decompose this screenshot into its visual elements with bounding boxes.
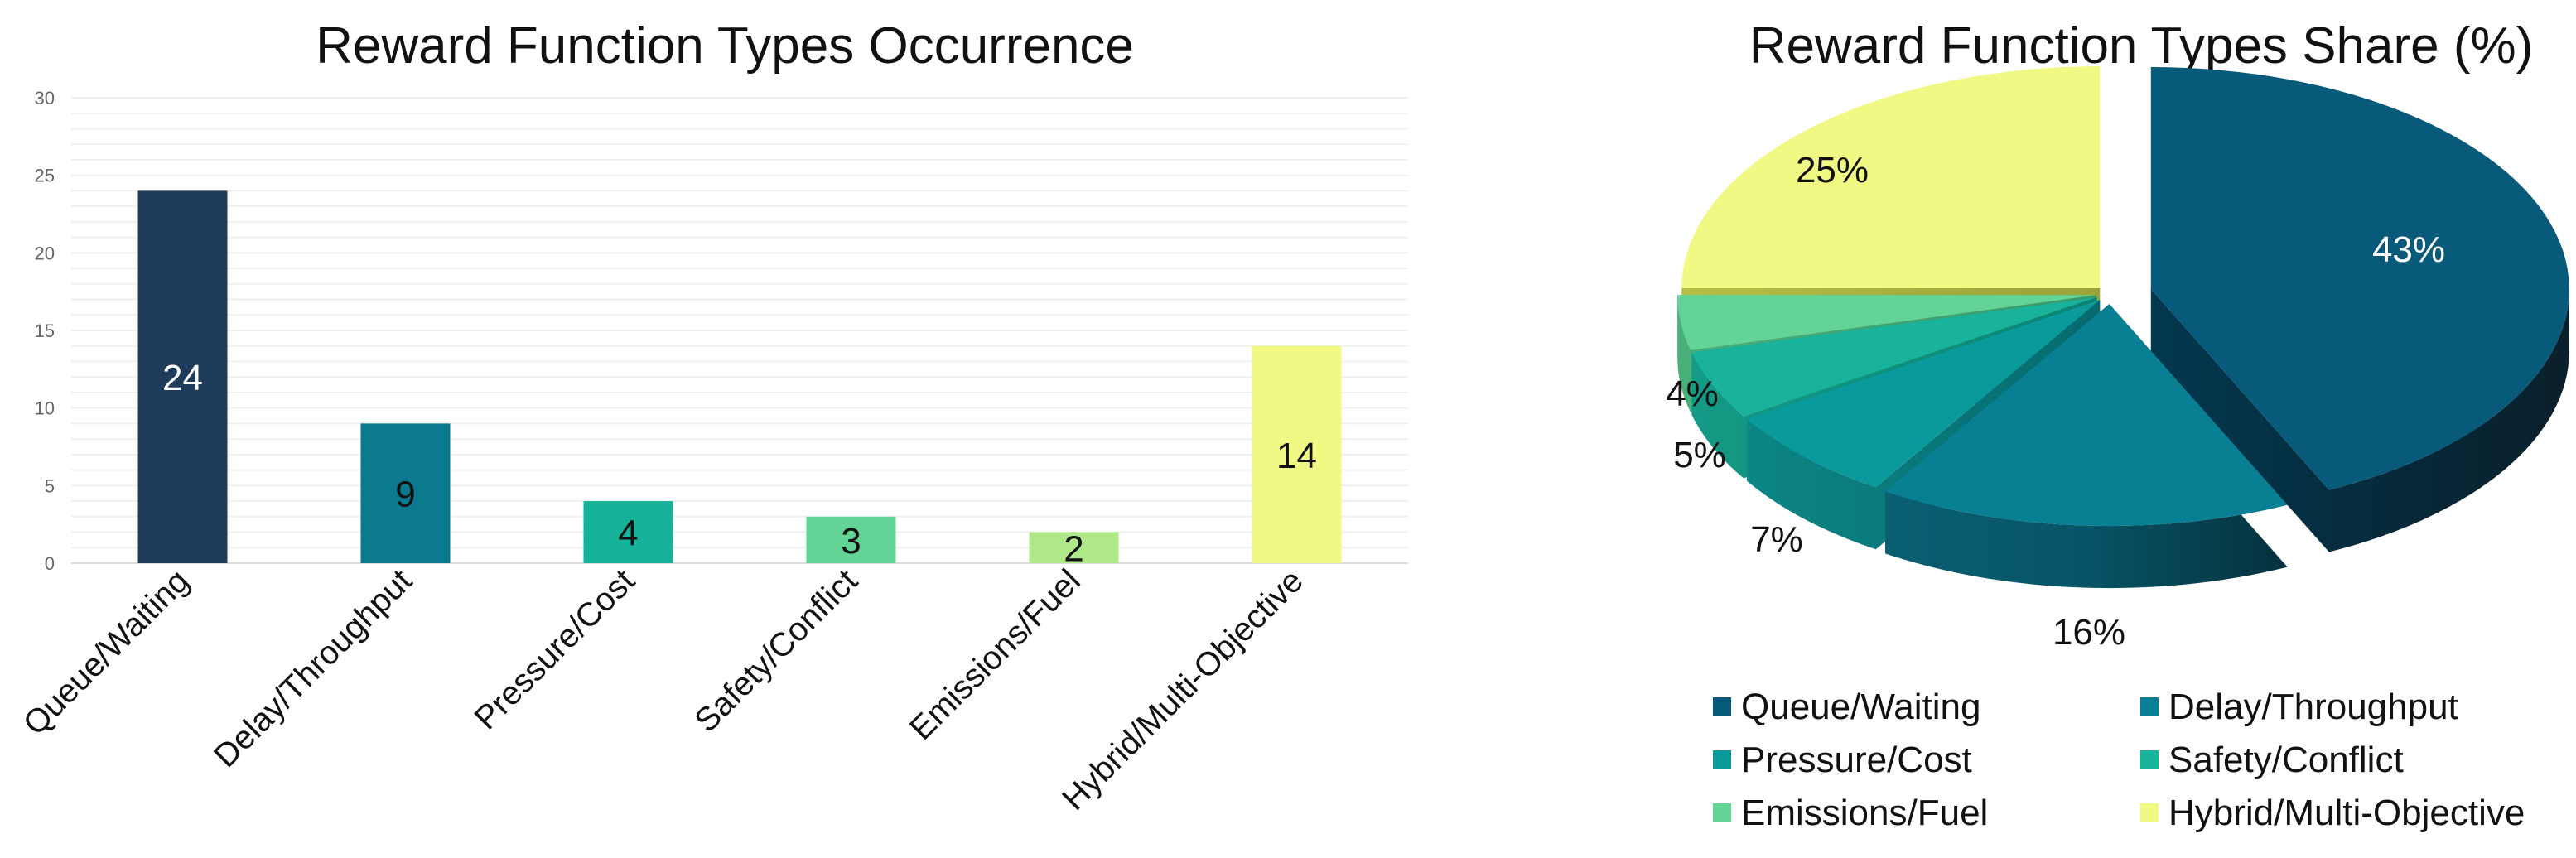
x-tick-label: Queue/Waiting — [17, 562, 196, 742]
bar-hybrid-multi-objective — [1252, 345, 1342, 563]
y-tick-label: 5 — [45, 475, 55, 496]
pie-label-queue-waiting: 43% — [2372, 229, 2445, 270]
bar-queue-waiting — [137, 190, 228, 563]
pie-side-delay-throughput — [1885, 304, 2288, 589]
legend-swatch — [2140, 750, 2159, 769]
pie-slice-pressure-cost — [1746, 300, 2101, 488]
bar-delay-throughput — [360, 423, 451, 563]
pie-label-safety-conflict: 5% — [1673, 435, 1726, 475]
pie-side-queue-waiting — [2150, 67, 2569, 552]
x-tick-label: Emissions/Fuel — [903, 562, 1088, 747]
legend-swatch — [2140, 803, 2159, 822]
bar-chart-y-axis: 0 5 10 15 20 25 30 — [35, 88, 55, 574]
y-tick-label: 15 — [35, 321, 55, 341]
bar-pressure-cost — [583, 501, 673, 563]
bar-data-labels: 24 9 4 3 2 14 — [162, 358, 1317, 569]
x-tick-label: Hybrid/Multi-Objective — [1055, 562, 1310, 817]
pie-chart: Reward Function Types Share (%) 43% 16% … — [1666, 17, 2569, 833]
pie-label-emissions-fuel: 4% — [1666, 374, 1719, 414]
x-tick-label: Safety/Conflict — [687, 562, 864, 739]
legend-label: Safety/Conflict — [2168, 740, 2404, 780]
bar-value-label: 24 — [162, 358, 203, 398]
x-tick-label: Delay/Throughput — [207, 562, 419, 774]
x-tick-label: Pressure/Cost — [468, 562, 642, 736]
legend-label: Emissions/Fuel — [1741, 793, 1988, 833]
bar-safety-conflict — [806, 516, 896, 563]
bar-chart-x-axis: Queue/Waiting Delay/Throughput Pressure/… — [17, 562, 1310, 817]
bar-value-label: 14 — [1276, 436, 1317, 476]
legend-label: Queue/Waiting — [1741, 687, 1980, 727]
y-tick-label: 0 — [45, 553, 55, 574]
y-tick-label: 30 — [35, 88, 55, 108]
pie-label-pressure-cost: 7% — [1750, 519, 1803, 560]
pie-label-delay-throughput: 16% — [2053, 612, 2125, 653]
bar-chart: Reward Function Types Occurrence 0 5 10 … — [17, 17, 1408, 817]
bar-series — [137, 190, 1342, 563]
bar-value-label: 9 — [395, 475, 415, 515]
pie-slice-delay-throughput — [1885, 304, 2288, 527]
legend-label: Pressure/Cost — [1741, 740, 1972, 780]
legend-label: Hybrid/Multi-Objective — [2168, 793, 2525, 833]
pie-slice-hybrid-multi-objective — [1681, 65, 2101, 288]
pie-slice-queue-waiting — [2150, 67, 2569, 490]
pie-slice-emissions-fuel — [1677, 295, 2096, 350]
bar-value-label: 4 — [618, 513, 638, 554]
bar-value-label: 2 — [1064, 528, 1083, 569]
bar-emissions-fuel — [1029, 532, 1119, 563]
legend-swatch — [2140, 697, 2159, 716]
legend-swatch — [1713, 750, 1731, 769]
y-tick-label: 10 — [35, 398, 55, 419]
pie-data-labels: 43% 16% 7% 5% 4% 25% — [1666, 150, 2445, 653]
legend-swatch — [1713, 803, 1731, 822]
pie-slice-safety-conflict — [1691, 296, 2097, 417]
pie-label-hybrid-multi-objective: 25% — [1796, 150, 1869, 190]
legend-swatch — [1713, 697, 1731, 716]
legend-label: Delay/Throughput — [2168, 687, 2458, 727]
pie-slices — [1677, 65, 2569, 527]
bar-value-label: 3 — [841, 521, 861, 562]
bar-chart-title: Reward Function Types Occurrence — [316, 17, 1134, 75]
bar-chart-gridlines — [71, 97, 1408, 549]
pie-chart-title: Reward Function Types Share (%) — [1749, 17, 2534, 75]
y-tick-label: 20 — [35, 243, 55, 263]
pie-legend: Queue/Waiting Delay/Throughput Pressure/… — [1713, 687, 2525, 833]
y-tick-label: 25 — [35, 166, 55, 186]
